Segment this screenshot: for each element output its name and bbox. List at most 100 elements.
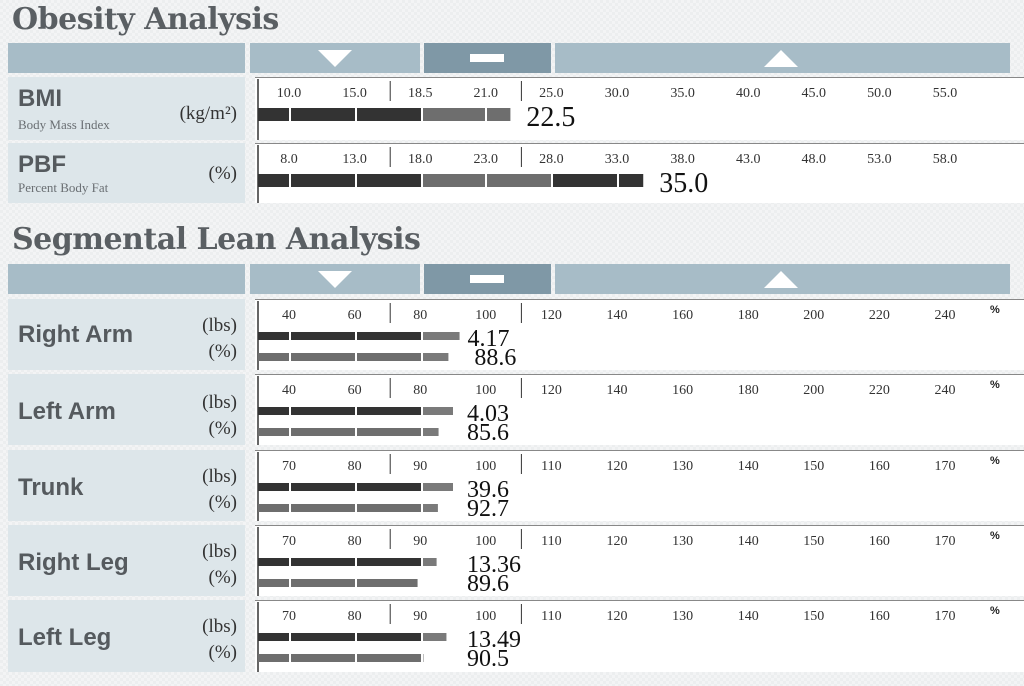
obesity-header-under <box>250 43 420 73</box>
right-arm-unit-lbs: (lbs) <box>202 315 237 336</box>
bar-divider <box>355 654 357 662</box>
bar-light-segment <box>421 504 438 512</box>
percent-mark: % <box>990 304 1000 316</box>
tick-label: 80 <box>348 534 362 549</box>
tick-label: 160 <box>672 308 693 323</box>
tick-label: 18.5 <box>408 86 433 101</box>
trunk-unit-pct: (%) <box>208 492 237 513</box>
bar-dark-segment <box>258 174 421 187</box>
bar-lbs <box>258 483 453 491</box>
left-leg-plot: 70 80 90 100 110 120 130 140 150 160 170% 13.49 90.5 <box>255 600 1024 672</box>
tick-label: 140 <box>738 609 759 624</box>
tick-label: 170 <box>935 459 956 474</box>
tick-label: 38.0 <box>670 152 695 167</box>
bar-divider <box>289 483 291 491</box>
bar-divider <box>485 108 487 121</box>
tick-label: 120 <box>607 609 628 624</box>
tick-label: 130 <box>672 609 693 624</box>
bar-percent <box>258 504 438 512</box>
value-label: 13.49 <box>467 627 521 653</box>
value-label: 89.6 <box>467 571 509 597</box>
right-leg-label: Right Leg <box>18 549 129 576</box>
bar-divider <box>421 428 423 436</box>
left-arm-unit-lbs: (lbs) <box>202 392 237 413</box>
tick-label: 58.0 <box>933 152 958 167</box>
right-arm-label-cell: Right Arm (lbs) (%) <box>8 299 245 370</box>
bar-divider <box>289 633 291 641</box>
left-arm-label: Left Arm <box>18 398 116 425</box>
bar-divider <box>289 558 291 566</box>
tick-label: 35.0 <box>670 86 695 101</box>
tick-label: 140 <box>607 383 628 398</box>
value-label: 22.5 <box>526 102 575 133</box>
triangle-down-icon <box>318 271 352 288</box>
bar-divider <box>485 174 487 187</box>
bar-divider <box>421 108 423 121</box>
segmental-analysis-title: Segmental Lean Analysis <box>12 222 421 257</box>
dash-icon <box>470 54 504 62</box>
bar-divider <box>355 579 357 587</box>
right-leg-unit-pct: (%) <box>208 567 237 588</box>
segmental-header-left <box>8 264 245 294</box>
tick-label: 240 <box>935 308 956 323</box>
bar-dark-segment <box>258 407 421 415</box>
tick-label: 110 <box>541 534 561 549</box>
bar-percent <box>258 428 439 436</box>
bar-divider <box>421 504 423 512</box>
triangle-down-icon <box>318 50 352 67</box>
tick-label: 100 <box>475 609 496 624</box>
left-leg-unit-pct: (%) <box>208 642 237 663</box>
tick-label: 170 <box>935 609 956 624</box>
tick-label: 160 <box>672 383 693 398</box>
bar-divider <box>551 174 553 187</box>
tick-label: 200 <box>803 308 824 323</box>
bar-dark-segment <box>258 483 421 491</box>
bar-dark-segment <box>258 504 421 512</box>
bar-lbs <box>258 633 447 641</box>
tick-label: 110 <box>541 609 561 624</box>
bar-divider <box>355 633 357 641</box>
tick-label: 100 <box>475 534 496 549</box>
tick-label: 150 <box>803 459 824 474</box>
tick-label: 180 <box>738 308 759 323</box>
bmi-unit: (kg/m²) <box>179 103 237 124</box>
tick-label: 80 <box>348 459 362 474</box>
bar-divider <box>289 579 291 587</box>
tick-label: 220 <box>869 383 890 398</box>
tick-label: 21.0 <box>474 86 499 101</box>
bar-dark-segment <box>258 654 421 662</box>
tick-label: 15.0 <box>342 86 367 101</box>
tick-label: 130 <box>672 459 693 474</box>
tick-label: 150 <box>803 534 824 549</box>
bar-dark-segment <box>258 332 421 340</box>
tick-label: 140 <box>738 534 759 549</box>
tick-label: 100 <box>475 459 496 474</box>
bar-dark-segment <box>258 353 421 361</box>
value-label: 85.6 <box>467 420 509 446</box>
right-arm-label: Right Arm <box>18 321 134 348</box>
tick-label: 43.0 <box>736 152 761 167</box>
pbf-unit: (%) <box>208 163 237 184</box>
tick-label: 90 <box>413 459 427 474</box>
trunk-chart: 70 80 90 100 110 120 130 140 150 160 170 % 39.692.7 <box>255 450 1024 522</box>
bar-dark-segment <box>258 558 421 566</box>
tick-label: 160 <box>869 534 890 549</box>
bmi-label: BMI <box>18 85 62 112</box>
tick-label: 40.0 <box>736 86 761 101</box>
trunk-label-cell: Trunk (lbs) (%) <box>8 450 245 521</box>
left-arm-unit-pct: (%) <box>208 418 237 439</box>
bar-divider <box>421 332 423 340</box>
tick-label: 70 <box>282 459 296 474</box>
tick-label: 130 <box>672 534 693 549</box>
tick-label: 120 <box>541 308 562 323</box>
tick-label: 120 <box>607 534 628 549</box>
left-leg-label-cell: Left Leg (lbs) (%) <box>8 600 245 672</box>
segmental-header-under <box>250 264 420 294</box>
bar <box>258 108 511 121</box>
bar-over-segment <box>551 174 644 187</box>
right-leg-label-cell: Right Leg (lbs) (%) <box>8 525 245 596</box>
bar-dark-segment <box>258 108 421 121</box>
bar-dark-segment <box>258 428 421 436</box>
tick-label: 18.0 <box>408 152 433 167</box>
